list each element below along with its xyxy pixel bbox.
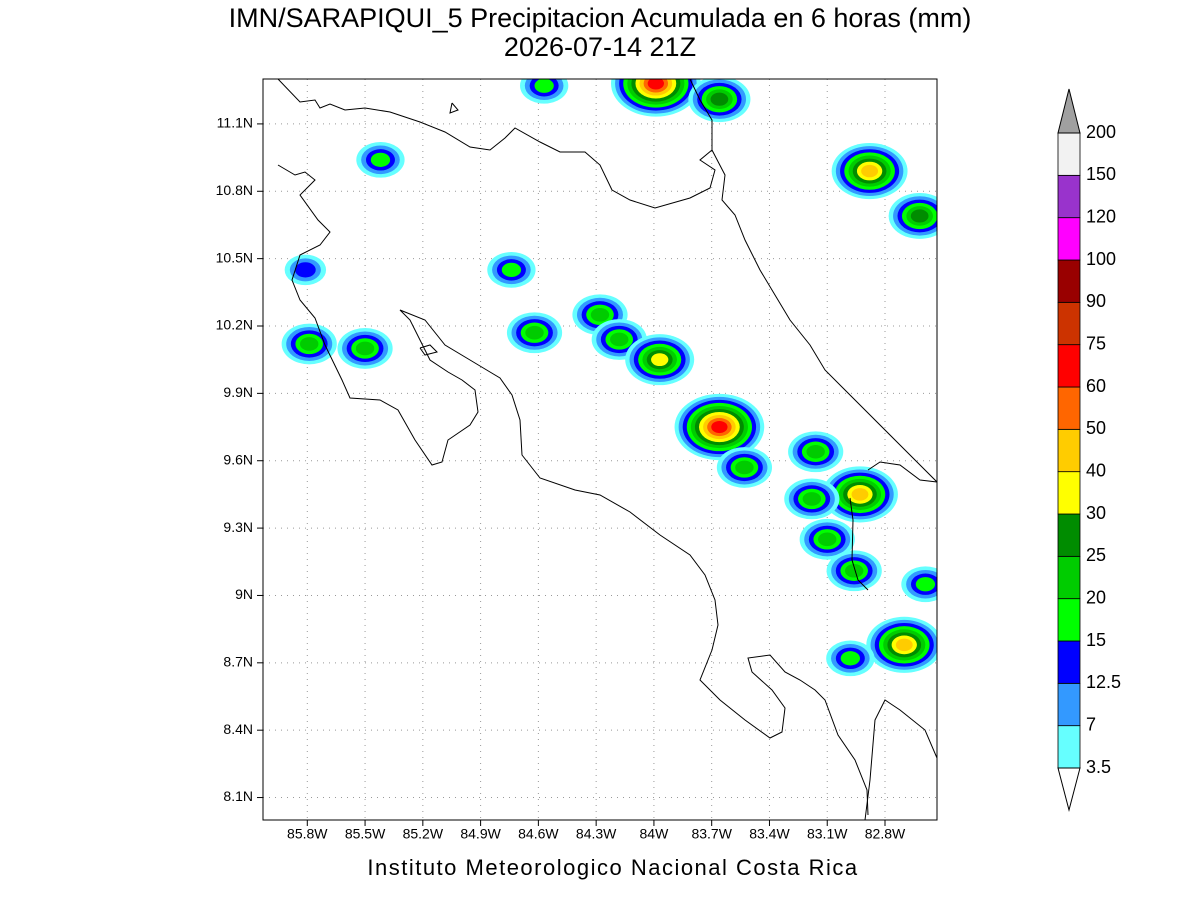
rain-cell <box>844 563 864 578</box>
rain-cell <box>534 79 554 93</box>
coastline <box>277 164 869 816</box>
x-tick-label: 83.7W <box>691 826 732 842</box>
x-tick-label: 84.3W <box>576 826 617 842</box>
y-tick-label: 10.2N <box>216 317 253 333</box>
rain-cell <box>355 341 375 356</box>
rain-cell <box>735 460 754 475</box>
x-tick-label: 82.8W <box>865 826 906 842</box>
rain-cell <box>710 92 729 106</box>
rain-cell <box>910 209 929 223</box>
colorbar-label: 100 <box>1086 249 1116 269</box>
x-tick-label: 85.2W <box>403 826 444 842</box>
colorbar-segment <box>1057 217 1081 261</box>
x-tick-label: 83.1W <box>807 826 848 842</box>
y-tick-label: 10.8N <box>216 182 253 198</box>
rain-cell <box>590 307 610 322</box>
colorbar-label: 20 <box>1086 587 1106 607</box>
y-tick-label: 9.3N <box>223 519 253 535</box>
rain-cell <box>915 577 936 592</box>
coastline <box>449 102 459 114</box>
rain-cell <box>370 152 391 167</box>
y-tick-label: 8.4N <box>223 721 253 737</box>
colorbar-segment <box>1057 132 1081 176</box>
colorbar-segment <box>1057 174 1081 219</box>
rain-cell <box>818 532 837 547</box>
colorbar-segment <box>1057 682 1081 727</box>
x-tick-label: 84W <box>640 826 670 842</box>
coastline <box>864 699 937 820</box>
coastline <box>711 149 937 483</box>
coastlines <box>277 79 937 820</box>
precipitation <box>281 79 937 677</box>
rain-cell <box>806 444 825 459</box>
colorbar-label: 25 <box>1086 545 1106 565</box>
colorbar-segment <box>1057 471 1081 515</box>
rain-cell <box>651 353 669 367</box>
rain-cell <box>840 651 861 666</box>
colorbar-label: 150 <box>1086 164 1116 184</box>
rain-cell <box>711 421 728 434</box>
coastline <box>419 344 438 356</box>
coastline <box>277 79 716 209</box>
colorbar-segment <box>1057 428 1081 473</box>
colorbar-segment <box>1057 344 1081 388</box>
rain-cell <box>610 332 629 347</box>
rain-cell <box>300 337 319 351</box>
colorbar-segment <box>1057 598 1081 642</box>
rain-cell <box>851 488 869 501</box>
colorbar-segment <box>1057 555 1081 600</box>
border <box>849 497 869 591</box>
colorbar-label: 50 <box>1086 418 1106 438</box>
colorbar-segment <box>1057 386 1081 430</box>
colorbar-label: 7 <box>1086 714 1096 734</box>
colorbar-label: 12.5 <box>1086 672 1121 692</box>
y-tick-label: 11.1N <box>217 115 253 131</box>
rain-cell <box>895 638 913 652</box>
colorbar-segment <box>1057 259 1081 303</box>
x-tick-label: 85.5W <box>345 826 386 842</box>
colorbar-under <box>1057 767 1081 812</box>
chart-subtitle: 2026-07-14 21Z <box>504 32 696 62</box>
rain-cell <box>861 164 879 178</box>
colorbar-segment <box>1057 725 1081 769</box>
colorbar-segment <box>1057 513 1081 557</box>
colorbar-label: 200 <box>1086 122 1116 142</box>
colorbar-label: 75 <box>1086 333 1106 353</box>
y-tick-label: 10.5N <box>216 249 253 265</box>
colorbar-label: 30 <box>1086 503 1106 523</box>
colorbar-segment <box>1057 301 1081 346</box>
footer: Instituto Meteorologico Nacional Costa R… <box>367 855 858 880</box>
y-tick-label: 8.7N <box>223 654 253 670</box>
x-tick-label: 84.9W <box>460 826 501 842</box>
colorbar-segment <box>1057 640 1081 684</box>
y-tick-label: 9.6N <box>223 451 253 467</box>
colorbar-label: 90 <box>1086 291 1106 311</box>
rain-cell <box>802 492 822 506</box>
colorbar: 3.5 7 12.5 15 20 25 30 40 50 60 75 90 100 120 150 200 <box>1057 88 1121 812</box>
rain-cell <box>647 79 664 90</box>
x-tick-label: 83.4W <box>749 826 790 842</box>
map-frame <box>262 78 938 821</box>
colorbar-over <box>1057 88 1081 134</box>
x-tick-label: 84.6W <box>518 826 559 842</box>
colorbar-label: 60 <box>1086 376 1106 396</box>
colorbar-label: 120 <box>1086 206 1116 226</box>
colorbar-label: 40 <box>1086 460 1106 480</box>
coastline <box>867 461 937 483</box>
rain-cell <box>295 262 316 278</box>
x-tick-label: 85.8W <box>287 826 328 842</box>
y-tick-label: 9.9N <box>223 384 253 400</box>
colorbar-label: 3.5 <box>1086 757 1111 777</box>
rain-cell <box>525 325 544 340</box>
rain-cell <box>501 262 522 278</box>
y-tick-label: 9N <box>235 586 253 602</box>
colorbar-label: 15 <box>1086 630 1106 650</box>
chart-title: IMN/SARAPIQUI_5 Precipitacion Acumulada … <box>229 3 972 33</box>
y-tick-label: 8.1N <box>223 788 253 804</box>
